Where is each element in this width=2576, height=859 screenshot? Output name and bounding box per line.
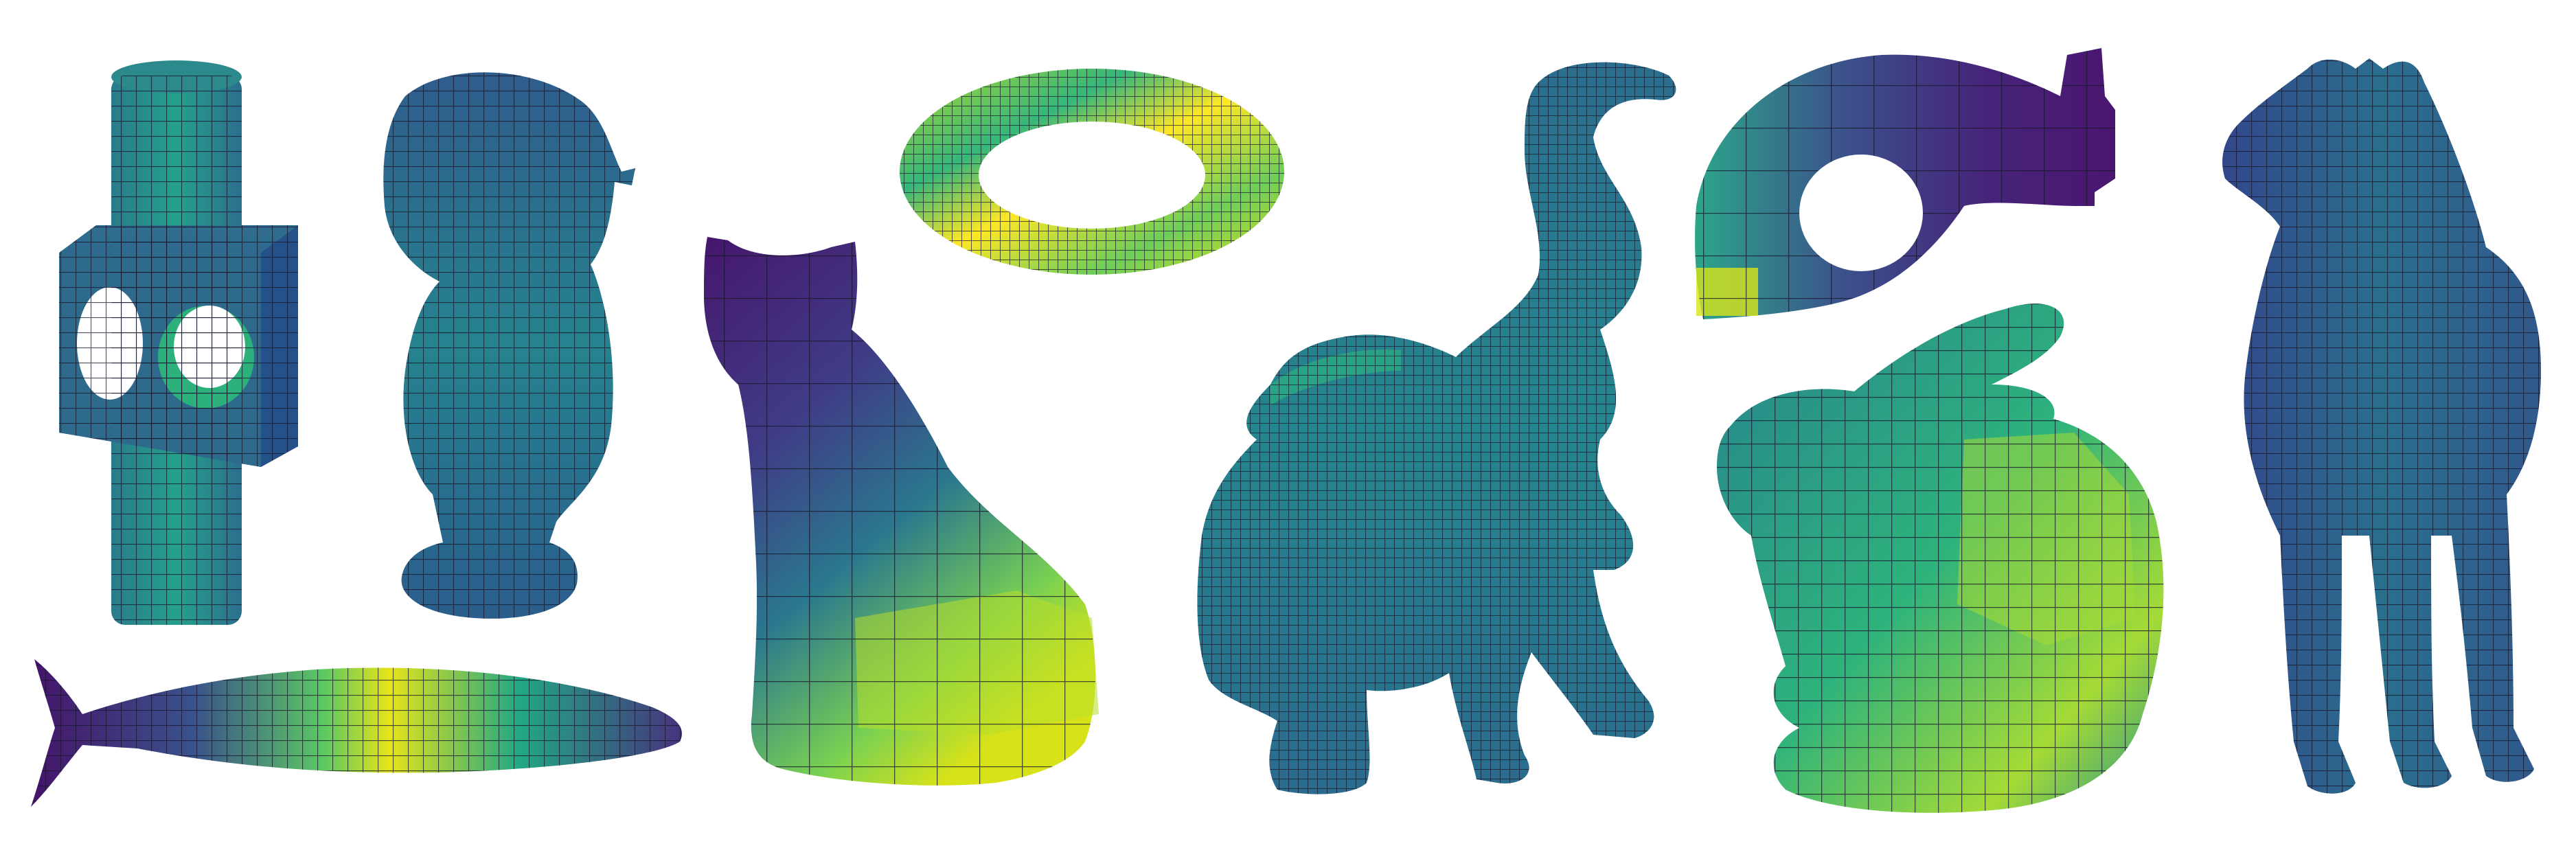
mesh-fish <box>31 659 683 807</box>
mesh-bust <box>383 72 635 619</box>
mesh-rocker-arm <box>1695 48 2115 319</box>
mesh-torus <box>900 69 1284 275</box>
mesh-elephant <box>1197 62 1676 794</box>
mesh-cylinder-cube <box>59 60 298 625</box>
mesh-cat <box>704 237 1099 786</box>
mesh-horse <box>2222 58 2541 794</box>
mesh-bunny <box>1717 303 2164 813</box>
